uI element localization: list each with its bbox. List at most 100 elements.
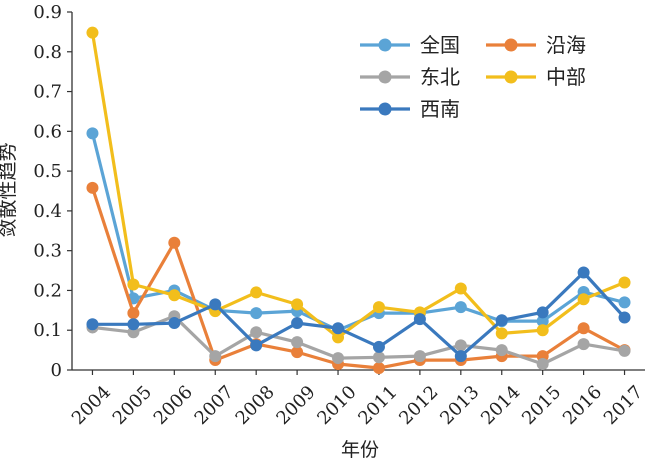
data-point [372, 340, 385, 353]
y-tick-label: 0.3 [33, 241, 62, 262]
legend-label: 中部 [546, 65, 586, 89]
x-tick-label: 2011 [354, 382, 401, 429]
data-point [536, 306, 549, 319]
x-tick-label: 2013 [436, 382, 483, 429]
legend-item: 全国 [360, 33, 460, 57]
data-point [413, 313, 426, 326]
y-tick-label: 0.2 [33, 280, 62, 301]
legend-label: 沿海 [546, 33, 586, 57]
data-point [127, 278, 140, 291]
series-line [92, 270, 626, 358]
x-tick-label: 2014 [477, 382, 524, 429]
y-axis-ticks: 0 0.1 0.2 0.3 0.4 0.5 0.6 0.7 0.8 0.9 [33, 2, 72, 381]
data-point [332, 352, 345, 365]
data-point [250, 286, 263, 299]
data-point [127, 307, 140, 320]
data-point [168, 236, 181, 249]
data-point [332, 331, 345, 344]
legend-label: 东北 [420, 65, 460, 89]
legend-swatch-marker [504, 38, 518, 52]
data-point [86, 318, 99, 331]
x-tick-label: 2004 [68, 382, 115, 429]
x-tick-label: 2012 [395, 382, 442, 429]
y-axis-label: 敛散性趋势 [0, 142, 19, 237]
data-point [250, 339, 263, 352]
y-tick-label: 0.9 [33, 2, 62, 23]
y-tick-label: 0.8 [33, 42, 62, 63]
data-point [618, 276, 631, 289]
data-point [168, 289, 181, 302]
data-point [250, 326, 263, 339]
data-point [250, 307, 263, 320]
legend-swatch-marker [378, 38, 392, 52]
legend-item: 沿海 [486, 33, 586, 57]
data-point [86, 127, 99, 140]
data-point [618, 344, 631, 357]
data-point [454, 282, 467, 295]
data-point [372, 301, 385, 314]
data-point [577, 293, 590, 306]
data-point [168, 317, 181, 330]
data-point [618, 311, 631, 324]
data-point [495, 327, 508, 340]
legend-item: 西南 [360, 97, 460, 121]
x-tick-label: 2005 [109, 382, 156, 429]
data-point [618, 296, 631, 309]
y-tick-label: 0.1 [33, 320, 62, 341]
data-point [209, 298, 222, 311]
series-line [92, 314, 625, 366]
legend-label: 西南 [420, 97, 460, 121]
data-point [454, 301, 467, 314]
data-point [577, 322, 590, 335]
y-tick-label: 0.4 [33, 201, 62, 222]
legend-item: 中部 [486, 65, 586, 89]
chart-axes [71, 12, 645, 371]
data-point [536, 324, 549, 337]
data-point [536, 358, 549, 371]
y-tick-label: 0.5 [33, 161, 62, 182]
x-axis-label: 年份 [341, 439, 379, 461]
y-tick-label: 0.7 [33, 82, 62, 103]
x-tick-label: 2008 [232, 382, 279, 429]
data-point [291, 346, 304, 359]
data-point [291, 317, 304, 330]
data-point [454, 350, 467, 363]
x-tick-label: 2007 [191, 382, 238, 429]
legend-swatch-marker [378, 102, 392, 116]
series-2 [86, 181, 631, 375]
chart-series [86, 26, 631, 375]
legend-item: 东北 [360, 65, 460, 89]
x-tick-label: 2017 [600, 382, 647, 429]
x-tick-label: 2010 [313, 382, 360, 429]
series-3 [86, 310, 631, 371]
data-point [577, 338, 590, 351]
series-line [90, 187, 626, 370]
data-point [127, 318, 140, 331]
data-point [372, 362, 385, 375]
data-point [413, 350, 426, 363]
legend-label: 全国 [420, 33, 460, 57]
data-point [372, 351, 385, 364]
data-point [495, 314, 508, 327]
legend-swatch-marker [504, 70, 518, 84]
series-5 [86, 266, 631, 363]
y-tick-label: 0 [51, 360, 62, 381]
data-point [332, 322, 345, 335]
data-point [86, 26, 99, 39]
legend-swatch-marker [378, 70, 392, 84]
data-point [209, 350, 222, 363]
data-point [86, 181, 99, 194]
data-point [577, 266, 590, 279]
data-point [291, 336, 304, 349]
data-point [495, 344, 508, 357]
data-point [454, 339, 467, 352]
data-point [536, 315, 549, 328]
x-tick-label: 2015 [518, 382, 565, 429]
x-tick-label: 2009 [272, 382, 319, 429]
data-point [291, 298, 304, 311]
series-line [90, 32, 626, 339]
x-tick-label: 2016 [559, 382, 606, 429]
x-tick-label: 2006 [150, 382, 197, 429]
